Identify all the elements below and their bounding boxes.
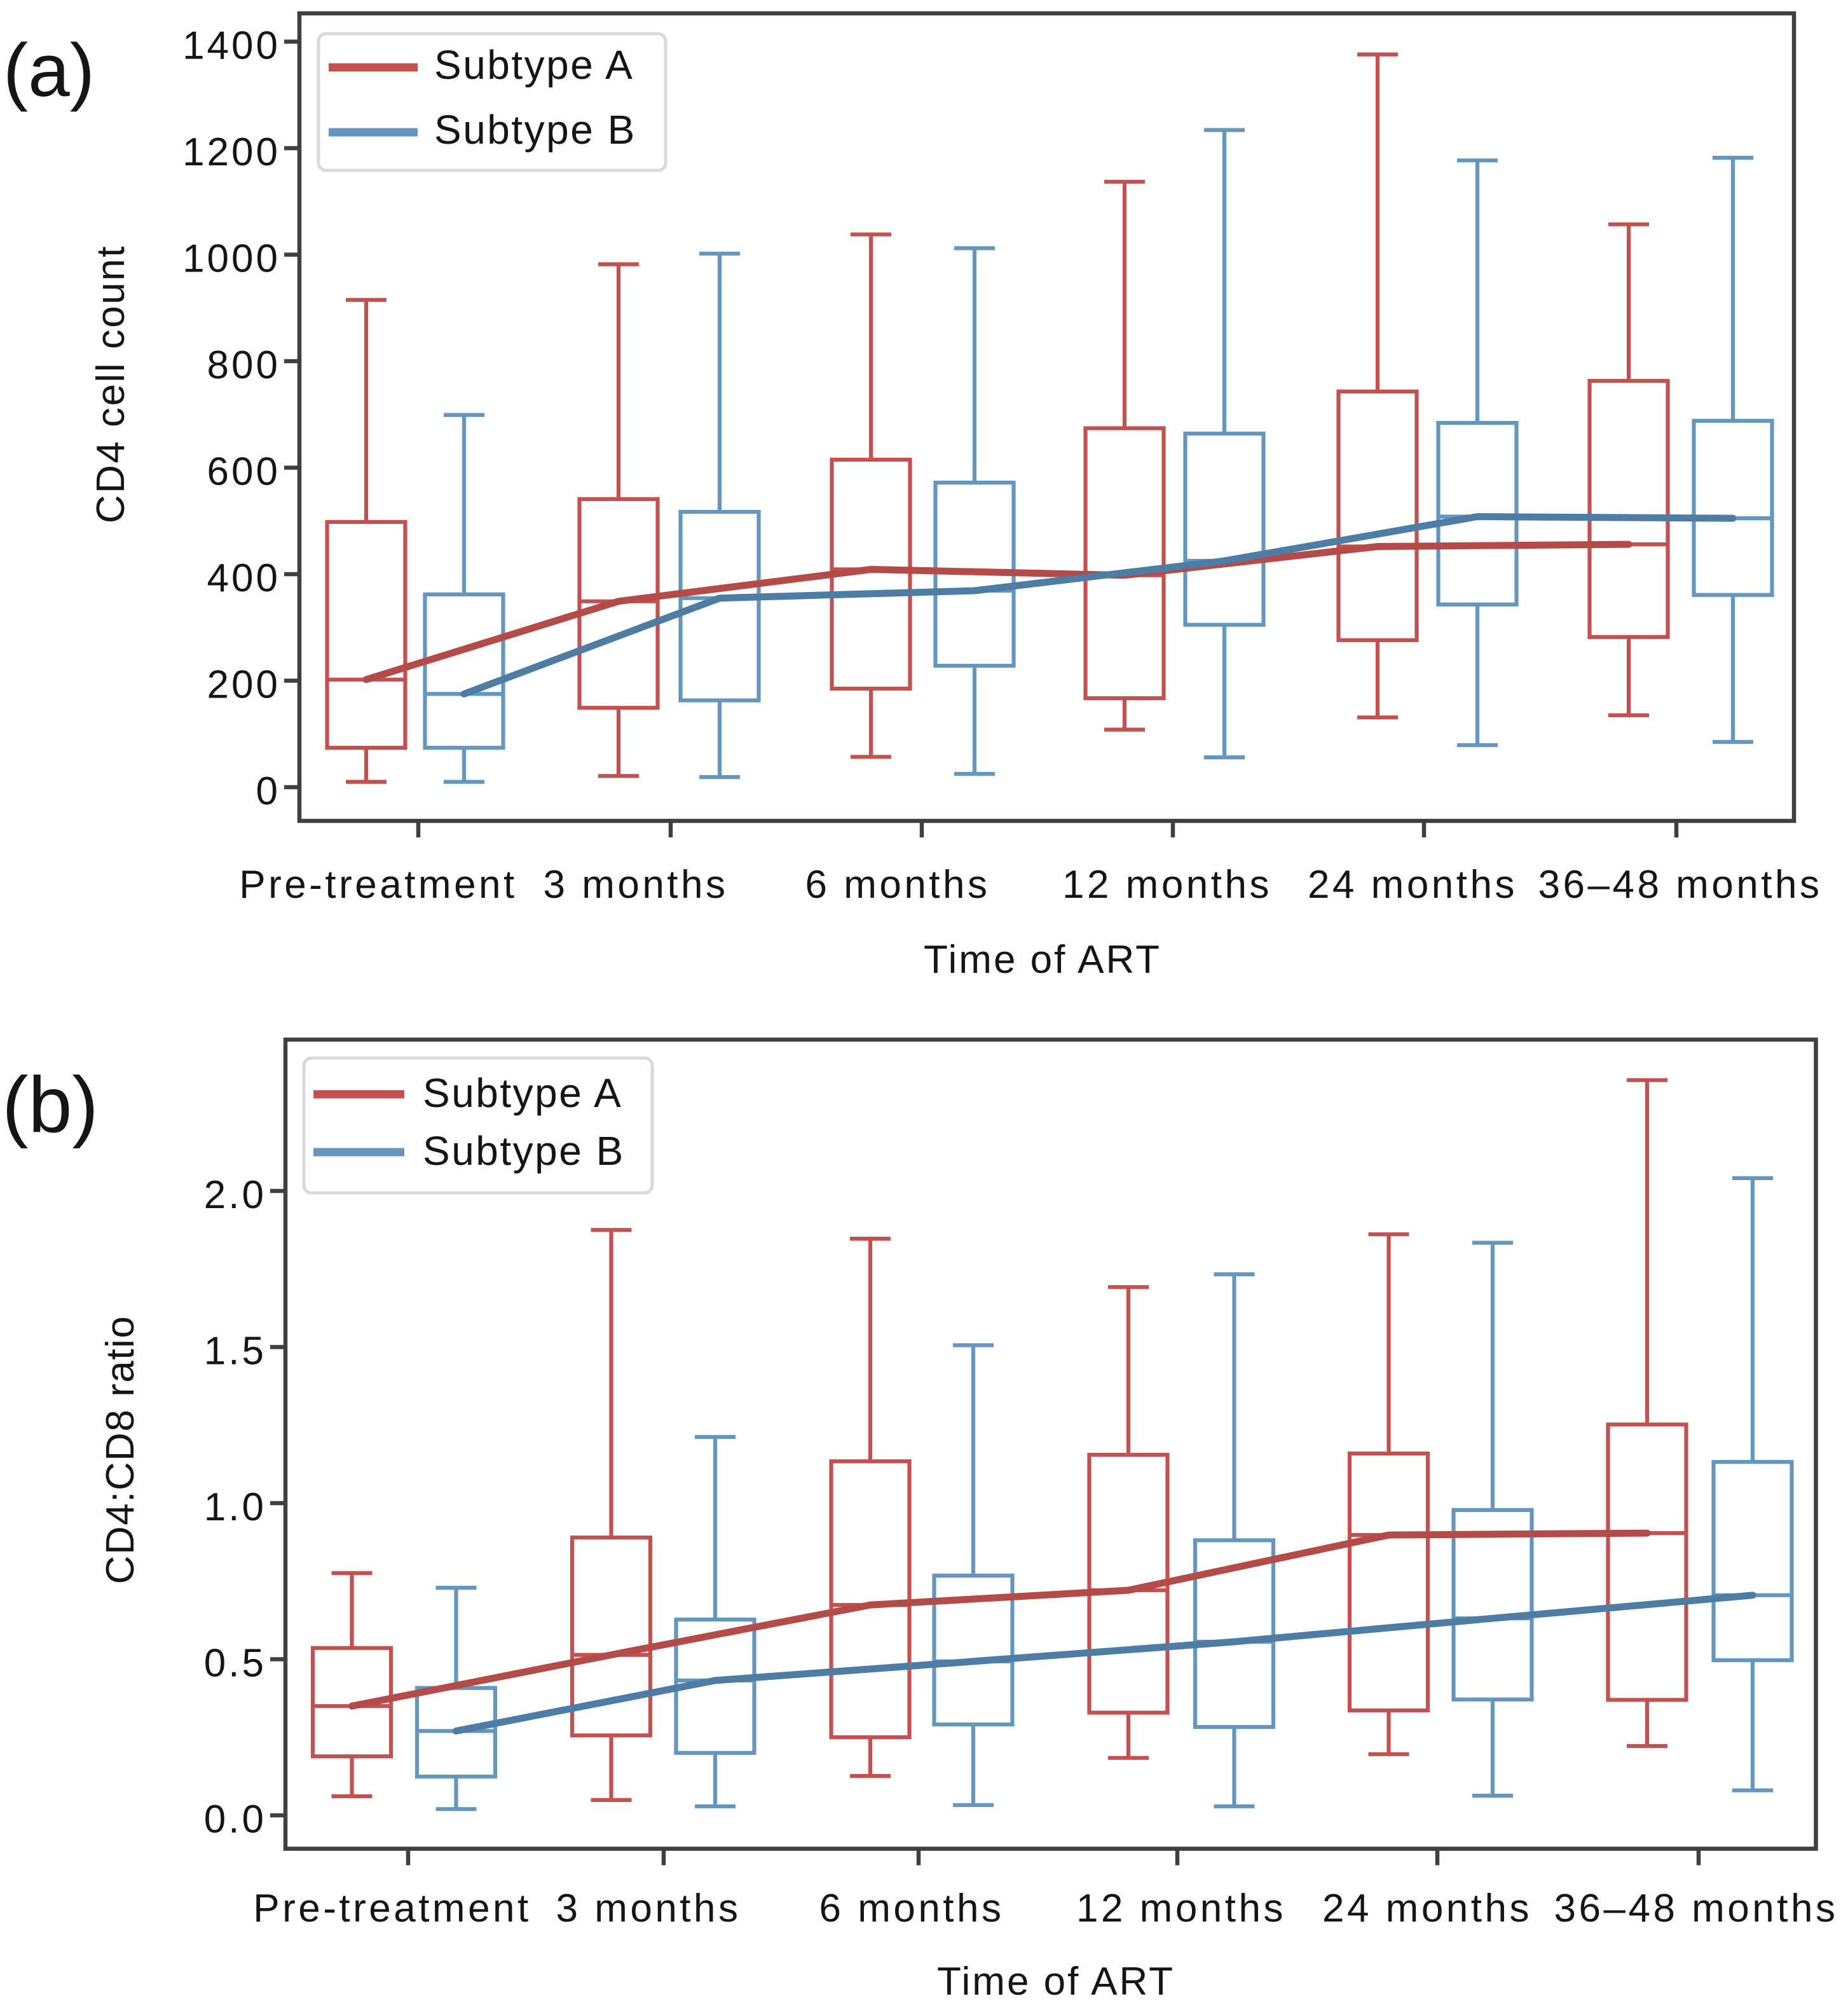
svg-text:Time of ART: Time of ART: [924, 938, 1161, 982]
svg-text:12 months: 12 months: [1076, 1887, 1286, 1930]
svg-text:CD4:CD8 ratio: CD4:CD8 ratio: [99, 1316, 142, 1585]
svg-text:600: 600: [207, 450, 280, 494]
svg-text:0.5: 0.5: [204, 1642, 266, 1686]
svg-text:36–48 months: 36–48 months: [1538, 863, 1823, 907]
svg-text:3 months: 3 months: [556, 1887, 741, 1930]
svg-text:24 months: 24 months: [1322, 1887, 1532, 1930]
svg-text:3 months: 3 months: [543, 863, 728, 907]
svg-text:6 months: 6 months: [819, 1887, 1004, 1930]
svg-text:24 months: 24 months: [1308, 863, 1517, 907]
svg-text:36–48 months: 36–48 months: [1554, 1887, 1838, 1930]
svg-text:1.0: 1.0: [204, 1485, 266, 1529]
svg-text:1400: 1400: [182, 24, 280, 68]
svg-text:0.0: 0.0: [204, 1798, 266, 1841]
svg-text:Subtype A: Subtype A: [434, 42, 634, 88]
svg-text:Pre-treatment: Pre-treatment: [239, 863, 517, 907]
svg-text:200: 200: [207, 663, 280, 707]
svg-text:1.5: 1.5: [204, 1330, 266, 1373]
svg-text:0: 0: [256, 769, 280, 813]
svg-text:2.0: 2.0: [204, 1173, 266, 1217]
svg-text:800: 800: [207, 343, 280, 387]
svg-text:12 months: 12 months: [1062, 863, 1272, 907]
svg-text:Subtype B: Subtype B: [434, 107, 636, 153]
svg-text:(a): (a): [3, 29, 95, 113]
svg-text:CD4 cell count: CD4 cell count: [89, 245, 133, 523]
svg-text:Subtype B: Subtype B: [423, 1128, 625, 1174]
svg-text:Pre-treatment: Pre-treatment: [253, 1887, 531, 1930]
svg-text:Time of ART: Time of ART: [937, 1960, 1175, 2004]
svg-text:1000: 1000: [182, 237, 280, 281]
svg-text:400: 400: [207, 556, 280, 600]
svg-text:Subtype A: Subtype A: [423, 1070, 622, 1116]
svg-text:1200: 1200: [182, 130, 280, 174]
svg-text:(b): (b): [2, 1061, 99, 1149]
svg-text:6 months: 6 months: [805, 863, 990, 907]
